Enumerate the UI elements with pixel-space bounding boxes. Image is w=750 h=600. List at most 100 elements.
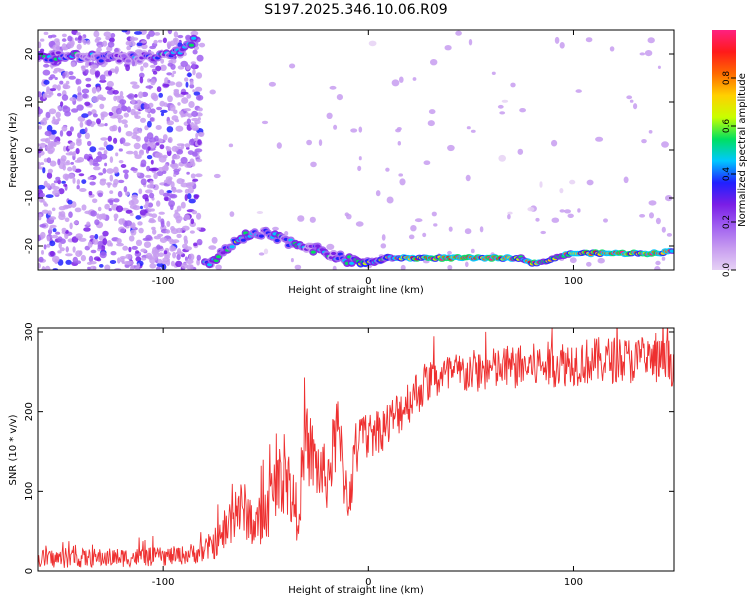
heatmap-noise-cell bbox=[188, 101, 195, 108]
heatmap-noise-cell bbox=[422, 232, 427, 238]
heatmap-noise-cell bbox=[196, 227, 201, 231]
heatmap-noise-cell bbox=[42, 167, 46, 174]
heatmap-noise-cell bbox=[51, 234, 59, 239]
heatmap-noise-cell bbox=[85, 69, 89, 74]
heatmap-noise-cell bbox=[68, 71, 74, 76]
heatmap-noise-cell bbox=[184, 188, 190, 194]
heatmap-noise-cell bbox=[96, 213, 100, 219]
heatmap-noise-cell bbox=[159, 138, 164, 143]
heatmap-noise-cell bbox=[56, 84, 61, 91]
heatmap-noise-cell bbox=[160, 218, 165, 225]
heatmap-noise-cell bbox=[155, 125, 162, 130]
heatmap-noise-cell bbox=[150, 78, 156, 86]
heatmap-noise-cell bbox=[99, 79, 107, 83]
heatmap-noise-cell bbox=[527, 207, 535, 212]
heatmap-noise-cell bbox=[448, 226, 453, 232]
heatmap-noise-cell bbox=[59, 130, 64, 137]
heatmap-noise-cell bbox=[386, 196, 394, 204]
heatmap-noise-cell bbox=[46, 172, 53, 179]
heatmap-noise-cell bbox=[256, 211, 264, 214]
heatmap-noise-cell bbox=[375, 190, 381, 197]
heatmap-noise-cell bbox=[395, 128, 401, 133]
heatmap-noise-cell bbox=[113, 213, 119, 219]
heatmap-noise-cell bbox=[87, 111, 92, 116]
spectrogram-xlabel: Height of straight line (km) bbox=[288, 285, 424, 296]
heatmap-noise-cell bbox=[140, 117, 146, 123]
heatmap-noise-cell bbox=[156, 200, 161, 207]
heatmap-noise-cell bbox=[147, 120, 152, 128]
heatmap-noise-cell bbox=[103, 149, 108, 156]
heatmap-noise-cell bbox=[189, 79, 194, 86]
heatmap-noise-cell bbox=[142, 62, 149, 68]
heatmap-ridge-cell bbox=[310, 250, 316, 254]
heatmap-noise-cell bbox=[41, 209, 49, 214]
heatmap-noise-cell bbox=[130, 81, 138, 85]
heatmap-noise-cell bbox=[499, 111, 506, 115]
heatmap-noise-cell bbox=[194, 122, 198, 129]
heatmap-noise-cell bbox=[125, 253, 132, 260]
heatmap-noise-cell bbox=[609, 46, 615, 52]
heatmap-noise-cell bbox=[106, 89, 115, 95]
heatmap-noise-cell bbox=[559, 209, 565, 213]
heatmap-noise-cell bbox=[139, 76, 144, 84]
heatmap-noise-cell bbox=[90, 249, 97, 254]
heatmap-noise-cell bbox=[125, 209, 133, 214]
heatmap-noise-cell bbox=[72, 165, 77, 172]
heatmap-noise-cell bbox=[61, 33, 67, 38]
heatmap-noise-cell bbox=[138, 91, 144, 99]
heatmap-noise-cell bbox=[84, 210, 93, 215]
heatmap-noise-cell bbox=[40, 119, 48, 126]
heatmap-noise-cell bbox=[100, 111, 109, 118]
heatmap-noise-cell bbox=[89, 64, 98, 69]
heatmap-noise-cell bbox=[444, 45, 452, 51]
heatmap-noise-cell bbox=[173, 88, 180, 93]
heatmap-noise-cell bbox=[116, 238, 122, 244]
heatmap-noise-cell bbox=[137, 221, 143, 226]
heatmap-ridge-cell bbox=[215, 255, 222, 259]
heatmap-noise-cell bbox=[159, 100, 165, 107]
heatmap-noise-cell bbox=[89, 146, 97, 153]
heatmap-noise-cell bbox=[92, 198, 98, 204]
heatmap-noise-cell bbox=[61, 38, 67, 42]
heatmap-noise-cell bbox=[554, 36, 560, 44]
heatmap-noise-cell bbox=[68, 151, 74, 156]
heatmap-noise-cell bbox=[507, 214, 511, 220]
heatmap-noise-cell bbox=[87, 241, 93, 248]
heatmap-noise-cell bbox=[633, 103, 638, 110]
heatmap-noise-cell bbox=[184, 143, 191, 148]
heatmap-noise-cell bbox=[284, 231, 289, 236]
heatmap-noise-cell bbox=[46, 157, 52, 164]
heatmap-noise-cell bbox=[123, 112, 129, 118]
heatmap-noise-cell bbox=[166, 72, 173, 76]
heatmap-noise-cell bbox=[648, 130, 653, 134]
heatmap-noise-cell bbox=[74, 207, 82, 213]
heatmap-noise-cell bbox=[185, 183, 193, 189]
heatmap-noise-cell bbox=[85, 83, 92, 88]
heatmap-noise-cell bbox=[99, 251, 107, 259]
heatmap-ridge-cell bbox=[125, 59, 131, 63]
heatmap-noise-cell bbox=[110, 33, 116, 38]
heatmap-noise-cell bbox=[145, 212, 151, 216]
heatmap-noise-cell bbox=[149, 263, 157, 269]
heatmap-noise-cell bbox=[114, 68, 119, 75]
heatmap-noise-cell bbox=[46, 183, 51, 189]
heatmap-noise-cell bbox=[151, 226, 156, 231]
heatmap-noise-cell bbox=[134, 115, 141, 119]
spectrogram-ytick-label: 20 bbox=[24, 48, 35, 61]
heatmap-noise-cell bbox=[666, 233, 673, 237]
heatmap-noise-cell bbox=[603, 218, 608, 223]
heatmap-noise-cell bbox=[172, 70, 177, 75]
heatmap-noise-cell bbox=[89, 235, 95, 239]
heatmap-noise-cell bbox=[49, 74, 56, 79]
heatmap-noise-cell bbox=[585, 37, 593, 43]
heatmap-noise-cell bbox=[196, 54, 204, 62]
heatmap-noise-cell bbox=[162, 83, 170, 87]
heatmap-noise-cell bbox=[71, 108, 79, 113]
heatmap-noise-cell bbox=[45, 194, 54, 199]
heatmap-noise-cell bbox=[167, 30, 173, 35]
heatmap-noise-cell bbox=[43, 63, 50, 68]
heatmap-noise-cell bbox=[470, 129, 476, 133]
heatmap-noise-cell bbox=[228, 143, 234, 148]
heatmap-noise-cell bbox=[148, 30, 155, 37]
heatmap-noise-cell bbox=[115, 108, 122, 115]
